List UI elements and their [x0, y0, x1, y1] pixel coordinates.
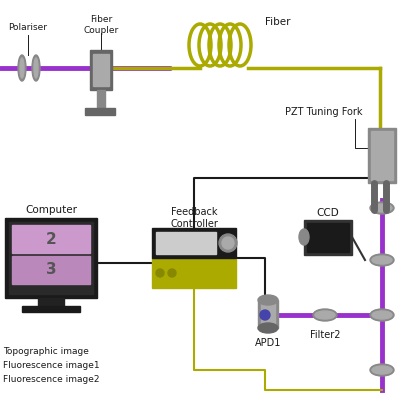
Bar: [12, 225, 90, 253]
Bar: [85, 108, 115, 115]
Bar: [97, 90, 105, 110]
Bar: [261, 303, 275, 325]
Bar: [90, 50, 112, 90]
Ellipse shape: [372, 366, 392, 374]
Ellipse shape: [18, 55, 26, 81]
Ellipse shape: [315, 311, 335, 319]
Bar: [258, 300, 278, 328]
Bar: [156, 232, 216, 254]
Bar: [22, 306, 80, 312]
Bar: [9, 222, 93, 294]
Text: Fiber: Fiber: [265, 17, 290, 27]
Ellipse shape: [370, 254, 394, 266]
Text: 3: 3: [46, 263, 56, 277]
Bar: [38, 298, 64, 306]
Ellipse shape: [372, 311, 392, 319]
Bar: [152, 258, 236, 288]
Circle shape: [168, 269, 176, 277]
Bar: [307, 223, 349, 252]
Ellipse shape: [370, 364, 394, 376]
Circle shape: [222, 237, 234, 249]
Text: Feedback
Controller: Feedback Controller: [170, 207, 218, 229]
Text: Computer: Computer: [25, 205, 77, 215]
Ellipse shape: [313, 309, 337, 321]
Text: 2: 2: [46, 231, 57, 247]
Text: Polariser: Polariser: [8, 24, 47, 32]
Text: Fluorescence image1: Fluorescence image1: [3, 361, 99, 371]
Ellipse shape: [34, 58, 38, 78]
Text: CCD: CCD: [317, 208, 339, 218]
Circle shape: [156, 269, 164, 277]
Bar: [5, 218, 97, 298]
Ellipse shape: [372, 204, 392, 212]
Ellipse shape: [372, 256, 392, 264]
Text: APD1: APD1: [255, 338, 281, 348]
Bar: [304, 220, 352, 255]
Ellipse shape: [258, 295, 278, 305]
Ellipse shape: [370, 309, 394, 321]
Ellipse shape: [370, 202, 394, 214]
Ellipse shape: [20, 58, 24, 78]
Text: Fluorescence image2: Fluorescence image2: [3, 375, 99, 385]
Bar: [12, 256, 90, 284]
Bar: [368, 128, 396, 183]
Circle shape: [260, 310, 270, 320]
Circle shape: [219, 234, 237, 252]
Text: Filter2: Filter2: [310, 330, 340, 340]
Text: Topographic image: Topographic image: [3, 348, 89, 356]
Ellipse shape: [299, 229, 309, 245]
Bar: [371, 131, 393, 180]
Bar: [93, 54, 109, 86]
Ellipse shape: [32, 55, 40, 81]
Text: PZT Tuning Fork: PZT Tuning Fork: [285, 107, 363, 117]
Bar: [152, 228, 236, 258]
Ellipse shape: [258, 323, 278, 333]
Text: Fiber
Coupler: Fiber Coupler: [83, 15, 119, 35]
